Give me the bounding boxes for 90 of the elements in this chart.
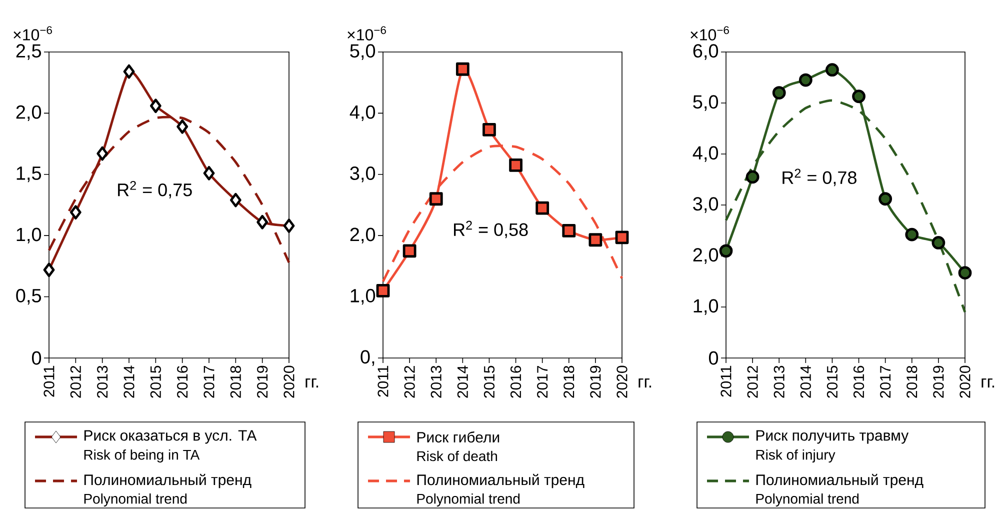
y-tick-label: 6,0 — [693, 44, 718, 60]
x-tick-label: 2014 — [124, 366, 134, 398]
y-tick-label: 1,5 — [16, 166, 42, 182]
y-axis-title: ×10$^{−6}$ — [14, 26, 52, 40]
point — [482, 123, 496, 136]
legend-label: Риск гибели — [417, 431, 500, 443]
point — [562, 224, 576, 238]
x-axis-title: гг. — [306, 378, 318, 388]
x-tick-label: 2015 — [150, 366, 161, 398]
x-tick-label: 2011 — [44, 366, 54, 397]
legend-label: Полиномиальный тренд — [756, 474, 924, 488]
point — [905, 228, 919, 242]
x-tick-label: 2019 — [933, 366, 944, 398]
y-tick-label: 5,0 — [350, 44, 376, 60]
y-tick-label: 3,0 — [350, 166, 376, 182]
point — [719, 244, 733, 258]
text: Risk of being in TA — [84, 449, 200, 463]
y-tick-label: 1,0 — [694, 299, 718, 315]
x-tick-label: 2019 — [257, 366, 268, 398]
x-tick-label: 2020 — [616, 366, 628, 398]
x-tick-label: 2011 — [378, 366, 388, 397]
x-tick-label: 2011 — [720, 366, 732, 397]
text: Polynomial trend — [84, 493, 187, 507]
x-tick-label: 2018 — [906, 366, 918, 398]
legend-label: Риск получить травму — [756, 430, 909, 444]
y-tick-label: 0 — [32, 351, 42, 365]
annotation: R$^{2}$ = 0,58 — [454, 220, 528, 238]
point — [429, 192, 443, 206]
x-tick-label: 2015 — [484, 366, 495, 398]
y-tick-label: 1,0 — [16, 228, 42, 244]
x-tick-label: 2017 — [204, 366, 214, 398]
point — [456, 62, 470, 76]
point — [798, 73, 812, 87]
text: Risk of injury — [756, 449, 836, 463]
point — [852, 90, 866, 104]
text: Polynomial trend — [756, 493, 859, 507]
y-tick-label: 4,0 — [350, 105, 376, 122]
point — [376, 284, 390, 298]
x-tick-label: 2013 — [97, 366, 108, 398]
y-tick-label: 0, — [360, 350, 374, 366]
point — [878, 192, 892, 206]
point — [402, 244, 416, 258]
y-tick-label: 4,0 — [692, 146, 718, 162]
point — [588, 233, 602, 247]
y-tick-label: 1,0 — [350, 288, 376, 305]
x-tick-label: 2016 — [510, 366, 522, 398]
x-tick-label: 2012 — [747, 366, 758, 398]
x-tick-label: 2020 — [284, 366, 294, 398]
x-tick-label: 2013 — [774, 366, 784, 398]
annotation: R$^{2}$ = 0,75 — [118, 181, 192, 198]
legend-label: Риск оказаться в усл. ТА — [84, 430, 257, 444]
point — [746, 170, 760, 184]
x-tick-label: 2018 — [564, 366, 574, 398]
x-tick-label: 2013 — [430, 366, 442, 398]
y-tick-label: 0,5 — [16, 288, 42, 305]
x-tick-label: 2020 — [960, 366, 970, 398]
y-axis-title: ×10$^{−6}$ — [690, 26, 729, 40]
text: Polynomial trend — [417, 493, 520, 507]
x-tick-label: 2019 — [590, 366, 601, 398]
y-tick-label: 2,0 — [16, 105, 42, 122]
x-tick-label: 2017 — [880, 366, 891, 398]
point — [772, 86, 786, 100]
point — [932, 236, 946, 250]
point — [509, 158, 522, 172]
y-tick-label: 3,0 — [693, 197, 718, 213]
x-tick-label: 2014 — [457, 366, 468, 398]
x-tick-label: 2012 — [70, 366, 81, 398]
annotation: R$^{2}$ = 0,78 — [782, 168, 856, 186]
y-tick-label: 2,5 — [16, 44, 42, 60]
x-axis-title: гг. — [638, 378, 652, 388]
text: Risk of death — [417, 450, 497, 462]
y-tick-label: 2,0 — [350, 228, 376, 244]
x-tick-label: 2016 — [177, 366, 188, 398]
point — [826, 63, 839, 77]
x-tick-label: 2016 — [853, 366, 864, 398]
x-tick-label: 2012 — [404, 366, 415, 398]
y-tick-label: 2,0 — [693, 248, 718, 264]
y-tick-label: 5,0 — [693, 95, 718, 111]
y-tick-label: 0 — [708, 351, 718, 365]
point — [536, 201, 550, 215]
legend-label: Полиномиальный тренд — [417, 474, 584, 488]
point — [615, 230, 629, 244]
point — [958, 266, 972, 280]
y-axis-title: ×10$^{−6}$ — [348, 26, 386, 40]
legend-label: Полиномиальный тренд — [84, 474, 252, 488]
x-axis-title: гг. — [982, 378, 994, 388]
x-tick-label: 2015 — [826, 366, 838, 398]
x-tick-label: 2017 — [537, 366, 548, 398]
x-tick-label: 2018 — [230, 366, 241, 398]
x-tick-label: 2014 — [800, 366, 811, 398]
